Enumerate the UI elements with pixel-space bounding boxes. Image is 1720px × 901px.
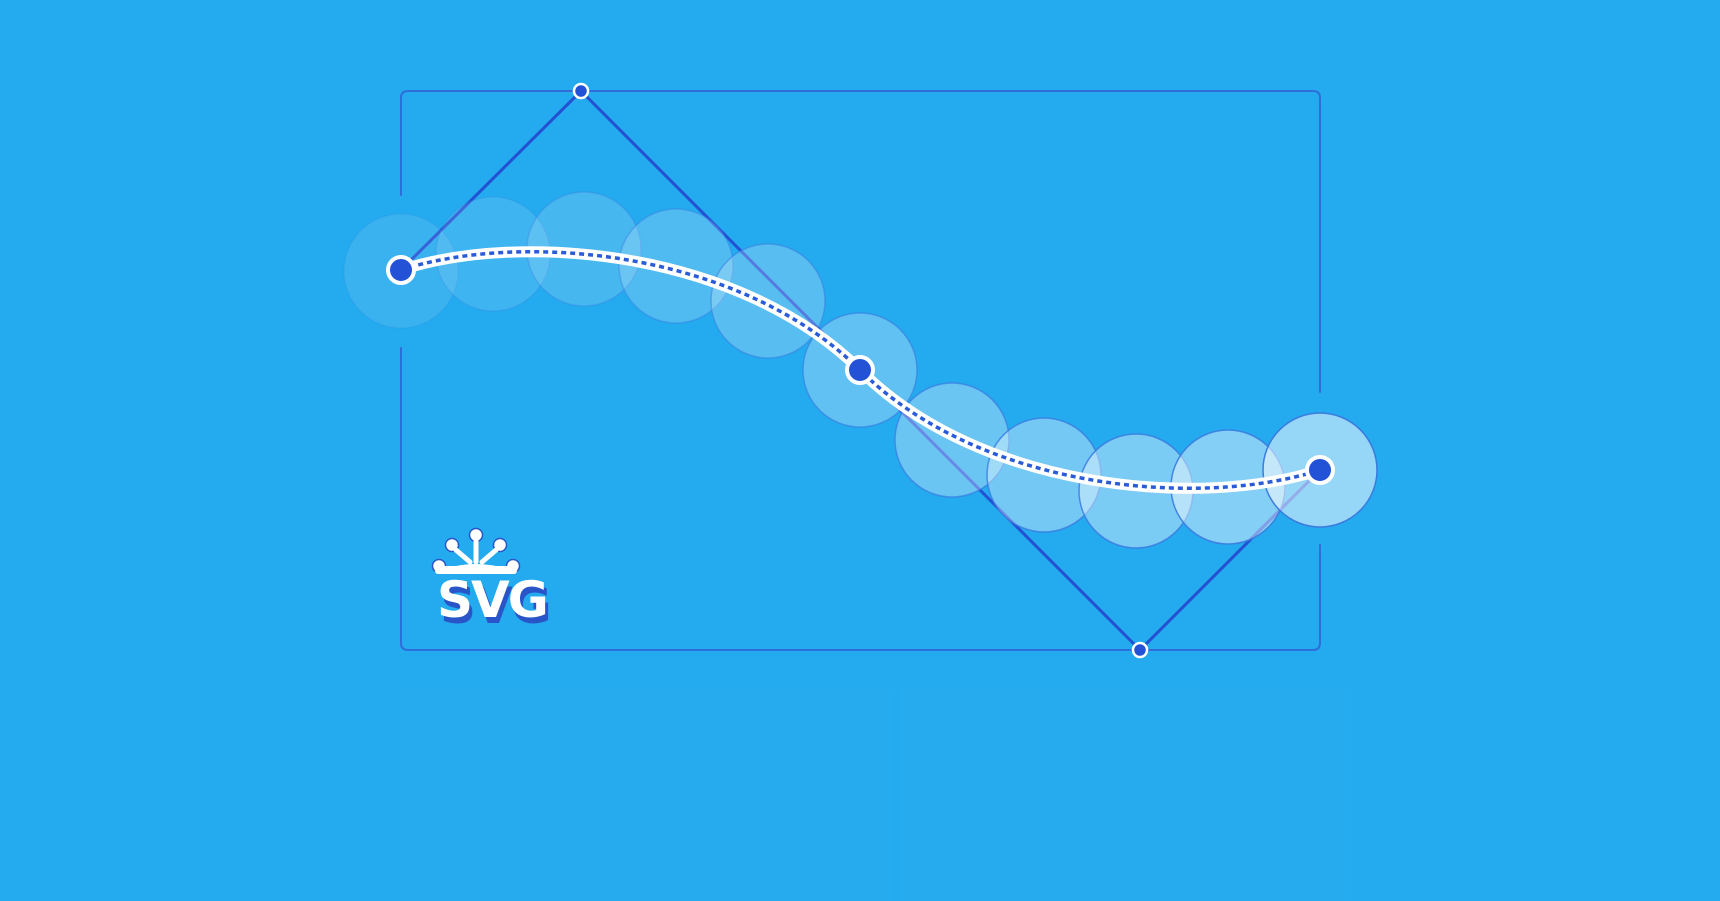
logo-text: SVG — [437, 571, 547, 629]
anchor-point-start — [386, 255, 416, 285]
background-panels — [400, 690, 1345, 901]
control-points — [572, 82, 1149, 659]
control-point-bottom — [1131, 641, 1149, 659]
anchor-point-end — [1305, 455, 1335, 485]
bounding-frame — [400, 90, 1321, 651]
logo-text-shadow: SVG — [440, 577, 550, 635]
anchor-point-middle — [845, 355, 875, 385]
control-point-top — [572, 82, 590, 100]
anchor-points — [386, 255, 1335, 485]
svg-logo-icon: SVG SVG — [431, 527, 552, 635]
